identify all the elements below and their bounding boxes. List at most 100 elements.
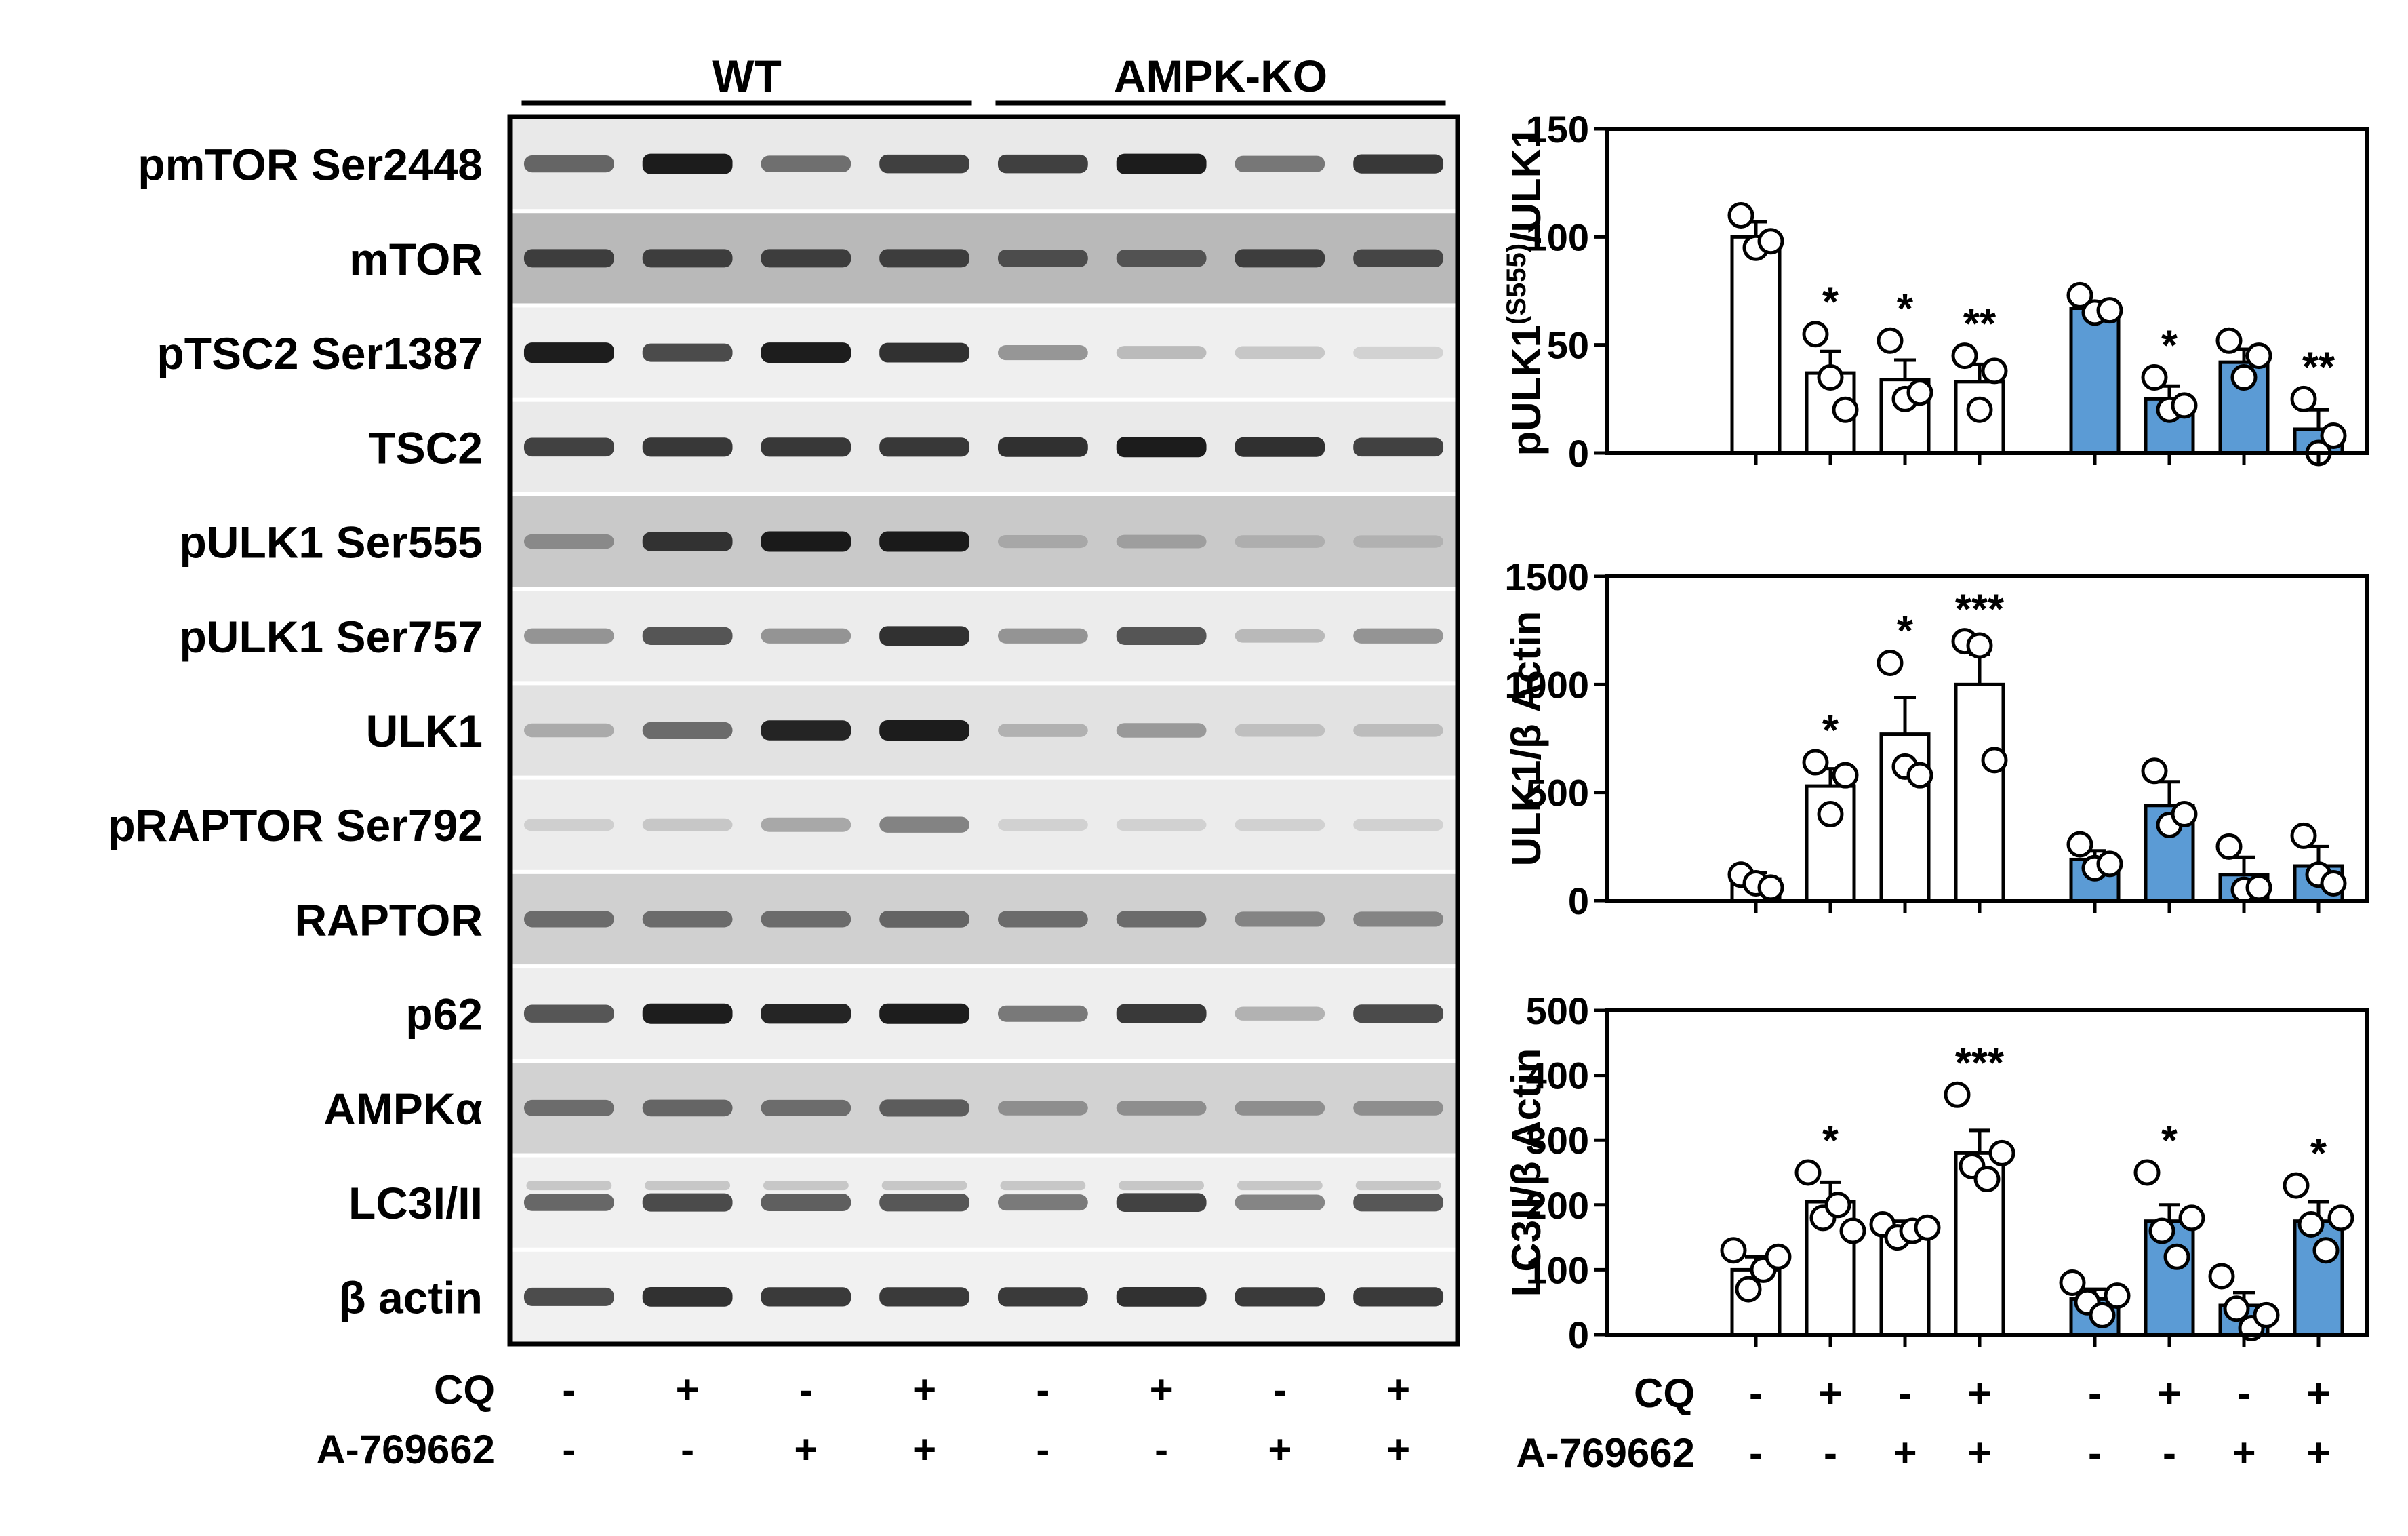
y-tick-label: 100 (1526, 1248, 1589, 1291)
y-tick-label: 150 (1526, 108, 1589, 151)
band (997, 628, 1088, 644)
band (881, 1181, 967, 1191)
data-point (2148, 1217, 2175, 1244)
protein-label-pulk1-ser757: pULK1 Ser757 (179, 612, 483, 662)
bar-5 (2069, 306, 2121, 455)
chart-treatment-mark: + (1818, 1371, 1842, 1416)
band (526, 1181, 612, 1191)
protein-label-pmtor-ser2448: pmTOR Ser2448 (138, 140, 483, 190)
significance-mark: ** (2302, 344, 2335, 391)
band (879, 1193, 970, 1212)
band (761, 1287, 851, 1307)
treatment-mark: - (1155, 1427, 1168, 1472)
data-point (2283, 1172, 2310, 1199)
data-point (1832, 396, 1859, 423)
data-point (1839, 1217, 1866, 1244)
band (1353, 249, 1444, 268)
band (1116, 1004, 1207, 1023)
significance-mark: * (2161, 322, 2178, 369)
data-point (1765, 1243, 1792, 1270)
band (1235, 724, 1325, 737)
band (997, 911, 1088, 928)
chart-treatment-mark: - (1824, 1430, 1837, 1476)
treatment-mark: - (799, 1367, 813, 1413)
data-point (1966, 396, 1993, 423)
band (642, 722, 733, 739)
protein-label-praptor-ser792: pRAPTOR Ser792 (108, 800, 483, 850)
data-point (2223, 1295, 2250, 1322)
significance-mark: *** (1955, 587, 2005, 633)
data-point (1981, 357, 2008, 385)
band (761, 720, 851, 741)
plot-frame (1605, 1008, 2369, 1337)
band (1235, 819, 1325, 831)
y-axis-label: LC3II/β Actin (1504, 1048, 1549, 1297)
data-point (1988, 1139, 2015, 1166)
y-tick-label: 0 (1568, 1314, 1589, 1356)
band (642, 1286, 733, 1307)
chart-treatment-mark: + (1967, 1371, 1991, 1416)
bar-8 (2293, 1219, 2344, 1337)
treatment-mark: + (1386, 1427, 1410, 1472)
band (642, 343, 733, 362)
treatment-mark: - (681, 1427, 694, 1472)
band (879, 154, 970, 174)
band (1119, 1181, 1205, 1191)
group-label-wt: WT (712, 51, 782, 101)
band (1116, 1286, 1207, 1307)
data-point (1720, 1237, 1747, 1264)
band (1116, 250, 1207, 267)
band (1353, 346, 1444, 359)
data-point (2089, 1301, 2116, 1328)
band (879, 531, 970, 552)
chart-treatment-mark: + (2157, 1371, 2181, 1416)
data-point (1817, 363, 1844, 391)
band (523, 628, 614, 644)
band (997, 724, 1088, 737)
band (645, 1181, 731, 1191)
data-point (1906, 379, 1933, 406)
group-label-ampk-ko: AMPK-KO (1114, 51, 1327, 101)
band (523, 1099, 614, 1116)
chart-treatment-mark: + (1893, 1430, 1917, 1476)
band (1116, 723, 1207, 738)
y-tick-label: 500 (1526, 989, 1589, 1032)
data-point (2066, 831, 2093, 858)
band (1000, 1181, 1086, 1191)
treatment-mark: + (1268, 1427, 1291, 1472)
data-point (1824, 1192, 1851, 1219)
band (761, 817, 851, 832)
chart-treatment-mark: - (2088, 1430, 2102, 1476)
band (763, 1181, 849, 1191)
data-point (2096, 850, 2123, 878)
y-tick-label: 100 (1526, 216, 1589, 258)
band (523, 911, 614, 928)
data-point (1914, 1214, 1941, 1241)
band (879, 1003, 970, 1024)
protein-label-raptor: RAPTOR (295, 894, 483, 945)
band (523, 1287, 614, 1306)
band (997, 154, 1088, 174)
data-point (1973, 1166, 2001, 1193)
band (879, 249, 970, 268)
band (1116, 911, 1207, 928)
band (1353, 724, 1444, 737)
significance-mark: *** (1955, 1040, 2005, 1086)
band (879, 1099, 970, 1117)
y-tick-label: 400 (1526, 1055, 1589, 1097)
band (642, 1099, 733, 1117)
data-point (2245, 342, 2272, 370)
western-blot-panel: WT AMPK-KO pmTOR Ser2448 mTOR pTSC2 Ser1387 T… (108, 51, 1460, 1472)
treatment-mark: + (1150, 1367, 1173, 1413)
significance-mark: * (2310, 1130, 2327, 1177)
treatment-mark: - (1036, 1427, 1049, 1472)
data-point (1735, 1276, 1762, 1303)
band (523, 1194, 614, 1211)
band (1235, 155, 1325, 172)
y-tick-label: 0 (1568, 432, 1589, 475)
band (1235, 1101, 1325, 1116)
significance-mark: * (1822, 1118, 1839, 1164)
band (761, 1099, 851, 1116)
y-tick-label: 500 (1526, 772, 1589, 814)
